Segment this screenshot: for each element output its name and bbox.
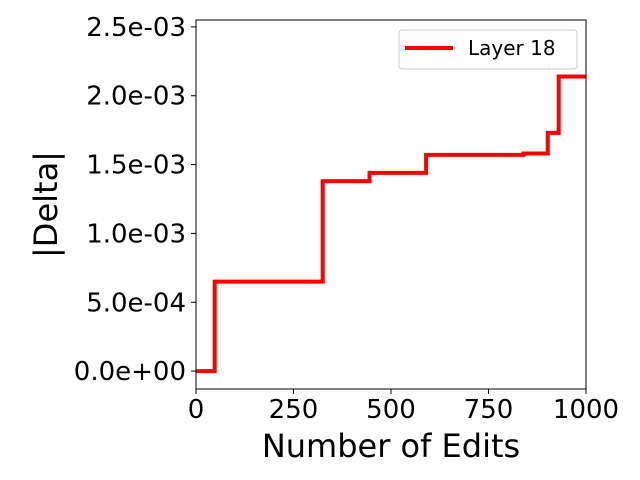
y-tick-label: 0.0e+00 — [74, 357, 186, 387]
x-axis-ticks: 0 250 500 750 1000 — [188, 389, 619, 425]
y-axis-label: |Delta| — [27, 151, 65, 258]
legend-box — [398, 29, 578, 70]
x-tick-label: 500 — [366, 395, 416, 425]
legend: Layer 18 — [398, 29, 578, 70]
y-tick-label: 1.0e-03 — [86, 219, 186, 249]
y-tick-label: 2.5e-03 — [86, 13, 186, 43]
x-tick-label: 750 — [464, 395, 514, 425]
y-tick-label: 5.0e-04 — [86, 288, 186, 318]
y-axis-ticks: 0.0e+00 5.0e-04 1.0e-03 1.5e-03 2.0e-03 2.5e-… — [74, 13, 196, 387]
legend-entry-label: Layer 18 — [468, 36, 556, 60]
y-tick-label: 1.5e-03 — [86, 151, 186, 181]
plot-lines — [196, 74, 586, 374]
x-tick-label: 1000 — [553, 395, 619, 425]
x-tick-label: 250 — [269, 395, 319, 425]
series-line-0 — [196, 74, 586, 374]
x-tick-label: 0 — [188, 395, 205, 425]
y-tick-label: 2.0e-03 — [86, 82, 186, 112]
x-axis-label: Number of Edits — [262, 427, 520, 465]
